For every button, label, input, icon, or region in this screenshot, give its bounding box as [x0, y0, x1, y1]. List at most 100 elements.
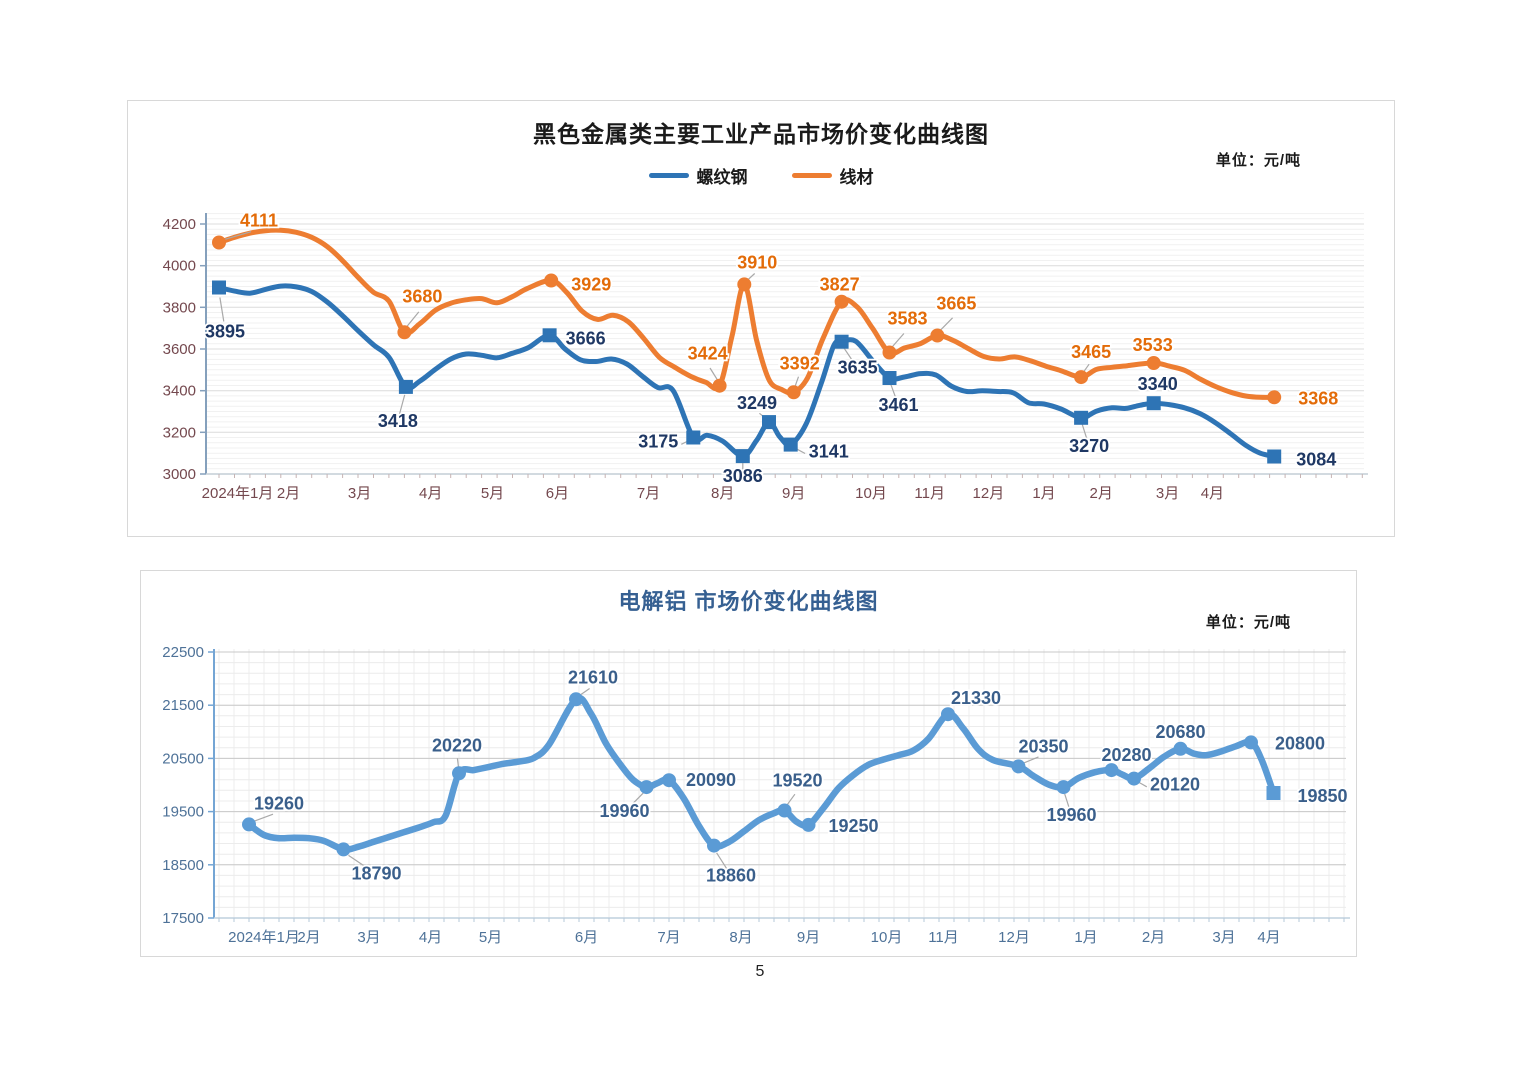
data-point-label: 19960 — [1046, 805, 1096, 825]
x-tick-label: 8月 — [711, 485, 734, 502]
series-line — [216, 283, 1277, 459]
data-point-label: 3418 — [378, 411, 418, 431]
data-point-marker — [834, 294, 849, 309]
label-leader-line — [1064, 793, 1071, 811]
data-point-marker — [397, 325, 412, 340]
data-point-marker — [783, 437, 798, 452]
y-tick-label: 3200 — [163, 424, 196, 441]
data-point-label: 3929 — [571, 275, 611, 295]
x-tick-label: 5月 — [479, 929, 502, 946]
x-tick-label: 11月 — [928, 929, 959, 946]
label-leader-line — [716, 852, 729, 871]
x-tick-label: 4月 — [419, 485, 442, 502]
data-point-marker — [686, 430, 701, 445]
label-leader-line — [1081, 424, 1089, 442]
data-point-label: 19250 — [829, 816, 879, 836]
data-point-marker — [336, 842, 351, 857]
data-point-label: 3086 — [723, 466, 763, 486]
x-tick-label: 9月 — [782, 485, 805, 502]
x-tick-label: 8月 — [729, 929, 752, 946]
x-tick-label: 6月 — [546, 485, 569, 502]
y-tick-label: 19500 — [162, 804, 204, 821]
data-point-marker — [1266, 786, 1281, 800]
label-leader-line — [398, 394, 406, 415]
data-point-marker — [1173, 741, 1188, 756]
data-point-label: 20220 — [432, 735, 482, 755]
x-tick-label: 3月 — [1212, 929, 1235, 946]
chart-legend: 螺纹钢 线材 — [128, 163, 1394, 188]
x-tick-label: 10月 — [871, 929, 903, 946]
unit-label: 单位：元/吨 — [1205, 614, 1291, 631]
legend-label-wirerod: 线材 — [839, 168, 874, 187]
x-tick-label: 7月 — [657, 929, 680, 946]
x-tick-label: 2月 — [1090, 485, 1113, 502]
label-leader-line — [939, 317, 954, 331]
data-point-label: 3895 — [205, 322, 245, 342]
data-point-label: 18860 — [706, 866, 756, 886]
y-tick-label: 17500 — [162, 910, 204, 927]
data-point-label: 20800 — [1275, 733, 1325, 753]
data-point-marker — [707, 838, 721, 853]
data-point-marker — [212, 280, 226, 295]
data-point-label: 3141 — [809, 442, 849, 462]
x-tick-label: 2024年1月 — [228, 929, 300, 946]
y-tick-label: 3800 — [163, 299, 196, 316]
label-leader-line — [224, 231, 252, 240]
data-point-marker — [1267, 390, 1282, 405]
label-leader-line — [891, 333, 905, 348]
x-tick-label: 3月 — [348, 485, 371, 502]
data-point-label: 3635 — [838, 358, 878, 378]
data-point-label: 3084 — [1296, 450, 1336, 470]
legend-item-wirerod: 线材 — [791, 163, 874, 188]
data-point-label: 3465 — [1071, 342, 1111, 362]
x-tick-label: 1月 — [1032, 485, 1055, 502]
label-leader-line — [348, 854, 371, 871]
ferrous-metals-chart-card: 黑色金属类主要工业产品市场价变化曲线图 螺纹钢 线材 单位：元/吨 3000 32… — [127, 100, 1395, 537]
x-tick-label: 4月 — [1257, 929, 1280, 946]
data-point-label: 20120 — [1150, 775, 1200, 795]
x-tick-label: 12月 — [973, 485, 1005, 502]
y-tick-label: 20500 — [162, 750, 204, 767]
data-point-label: 3424 — [688, 344, 728, 364]
x-tick-label: 5月 — [481, 485, 504, 502]
data-point-label: 19260 — [254, 793, 304, 813]
data-point-label: 19520 — [772, 771, 822, 791]
data-point-label: 19960 — [599, 801, 649, 821]
data-point-label: 3680 — [402, 286, 442, 306]
data-point-marker — [639, 780, 654, 795]
data-point-label: 4111 — [240, 211, 278, 231]
data-point-label: 3175 — [638, 432, 678, 452]
x-tick-label: 12月 — [998, 929, 1030, 946]
data-point-marker — [801, 817, 816, 832]
data-point-marker — [786, 385, 801, 400]
data-point-marker — [735, 449, 750, 464]
x-tick-label: 3月 — [1156, 485, 1179, 502]
label-leader-line — [628, 792, 644, 808]
legend-label-rebar: 螺纹钢 — [696, 168, 748, 187]
data-point-marker — [542, 328, 557, 343]
unit-label: 单位：元/吨 — [1215, 152, 1301, 169]
data-point-label: 3270 — [1069, 436, 1109, 456]
label-leader-line — [786, 793, 796, 807]
y-tick-label: 3000 — [163, 466, 196, 483]
data-point-marker — [662, 773, 676, 788]
y-tick-label: 3600 — [163, 341, 196, 358]
data-point-marker — [1146, 356, 1161, 370]
data-point-marker — [1127, 771, 1141, 786]
y-tick-label: 3400 — [163, 383, 196, 400]
data-point-marker — [1267, 449, 1282, 464]
data-point-marker — [1011, 759, 1026, 774]
data-point-marker — [1074, 370, 1089, 385]
y-tick-label: 18500 — [162, 857, 204, 874]
x-tick-label: 2月 — [1142, 929, 1165, 946]
data-point-label: 3666 — [566, 328, 606, 348]
data-point-label: 20090 — [686, 770, 736, 790]
data-point-marker — [242, 817, 256, 832]
data-point-marker — [882, 345, 897, 360]
x-tick-label: 7月 — [637, 485, 660, 502]
x-tick-label: 3月 — [357, 929, 380, 946]
y-tick-label: 21500 — [162, 697, 204, 714]
data-point-marker — [1104, 763, 1119, 778]
data-point-marker — [941, 707, 955, 722]
